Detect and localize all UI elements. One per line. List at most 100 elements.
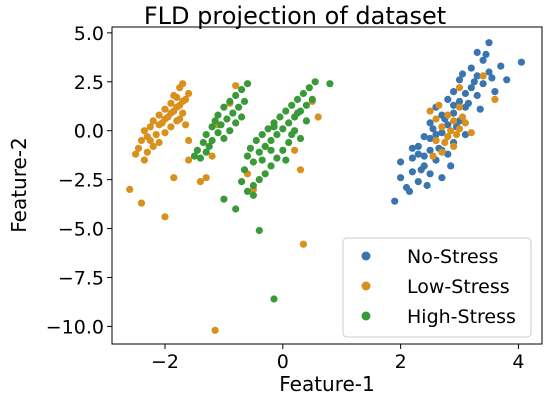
point-no-stress-12 xyxy=(426,119,434,127)
point-high-stress-72 xyxy=(288,131,296,139)
point-low-stress-75 xyxy=(441,138,449,147)
point-no-stress-60 xyxy=(420,152,428,160)
point-high-stress-30 xyxy=(255,148,263,156)
point-high-stress-73 xyxy=(293,109,302,117)
point-low-stress-37 xyxy=(167,109,175,117)
point-low-stress-73 xyxy=(455,84,464,92)
point-high-stress-4 xyxy=(202,148,210,156)
point-high-stress-65 xyxy=(255,226,263,235)
point-high-stress-60 xyxy=(267,146,275,154)
legend-box xyxy=(342,237,532,338)
point-high-stress-67 xyxy=(326,80,334,88)
point-no-stress-54 xyxy=(488,74,496,82)
point-low-stress-70 xyxy=(467,129,475,137)
point-high-stress-33 xyxy=(264,125,272,133)
y-tick-label-0: 5.0 xyxy=(74,23,104,45)
legend: No-Stress Low-Stress High-Stress xyxy=(342,237,532,338)
point-high-stress-34 xyxy=(267,136,275,145)
point-low-stress-79 xyxy=(435,101,443,109)
point-no-stress-41 xyxy=(517,58,526,66)
point-high-stress-39 xyxy=(282,107,290,115)
y-tick-label-2: 0.0 xyxy=(74,121,104,143)
point-low-stress-8 xyxy=(149,142,157,150)
point-low-stress-32 xyxy=(126,185,134,193)
point-no-stress-27 xyxy=(455,76,464,84)
point-low-stress-9 xyxy=(149,117,157,125)
point-no-stress-30 xyxy=(467,84,475,92)
point-high-stress-54 xyxy=(261,170,269,178)
point-high-stress-68 xyxy=(249,191,257,199)
point-no-stress-56 xyxy=(417,166,425,174)
point-low-stress-11 xyxy=(155,111,163,119)
legend-marker-low-stress xyxy=(361,281,371,291)
point-low-stress-7 xyxy=(146,123,154,131)
point-low-stress-35 xyxy=(155,121,163,129)
point-high-stress-23 xyxy=(238,113,246,121)
point-high-stress-12 xyxy=(217,121,225,129)
point-high-stress-28 xyxy=(249,158,257,166)
point-no-stress-29 xyxy=(461,131,469,139)
point-high-stress-13 xyxy=(220,103,228,111)
point-no-stress-57 xyxy=(426,134,434,143)
x-axis-label: Feature-1 xyxy=(279,372,375,396)
x-tick-label-1: 0 xyxy=(277,351,289,373)
point-low-stress-78 xyxy=(458,113,467,121)
point-high-stress-45 xyxy=(299,89,307,98)
point-low-stress-71 xyxy=(479,72,487,80)
point-low-stress-24 xyxy=(179,109,187,117)
point-high-stress-25 xyxy=(243,80,252,88)
point-low-stress-1 xyxy=(134,144,143,152)
point-no-stress-58 xyxy=(432,131,440,139)
point-low-stress-53 xyxy=(296,166,305,174)
point-high-stress-1 xyxy=(193,146,201,154)
point-high-stress-21 xyxy=(235,103,243,111)
point-low-stress-76 xyxy=(447,127,455,135)
point-low-stress-47 xyxy=(232,82,240,90)
point-no-stress-25 xyxy=(455,97,464,105)
point-high-stress-14 xyxy=(220,134,228,143)
point-high-stress-17 xyxy=(226,127,234,135)
point-no-stress-44 xyxy=(429,125,437,133)
point-high-stress-36 xyxy=(273,131,281,139)
point-low-stress-77 xyxy=(453,131,461,139)
point-no-stress-5 xyxy=(408,168,416,176)
point-high-stress-0 xyxy=(190,152,199,160)
point-high-stress-40 xyxy=(285,119,293,127)
point-no-stress-50 xyxy=(464,99,472,107)
point-low-stress-61 xyxy=(438,123,446,131)
point-high-stress-56 xyxy=(249,181,257,190)
point-high-stress-11 xyxy=(214,111,222,119)
legend-marker-no-stress xyxy=(361,251,371,261)
point-no-stress-19 xyxy=(444,95,452,103)
point-low-stress-52 xyxy=(314,113,322,121)
y-tick-label-6: −10.0 xyxy=(46,316,104,338)
point-high-stress-58 xyxy=(238,178,246,186)
point-high-stress-16 xyxy=(226,97,234,105)
point-no-stress-10 xyxy=(426,170,434,178)
point-low-stress-40 xyxy=(176,115,184,123)
point-high-stress-51 xyxy=(279,146,287,154)
point-high-stress-7 xyxy=(208,123,216,131)
point-low-stress-28 xyxy=(185,89,193,98)
point-high-stress-24 xyxy=(240,97,249,105)
point-no-stress-32 xyxy=(473,91,481,100)
point-no-stress-1 xyxy=(397,174,405,182)
data-points xyxy=(126,39,526,334)
point-no-stress-31 xyxy=(467,64,475,72)
x-tick-label-0: −2 xyxy=(151,351,179,373)
point-low-stress-15 xyxy=(161,129,169,137)
point-low-stress-6 xyxy=(143,148,151,156)
legend-label-high-stress: High-Stress xyxy=(407,306,516,328)
point-low-stress-49 xyxy=(291,146,299,154)
point-no-stress-11 xyxy=(426,146,434,154)
point-high-stress-52 xyxy=(273,154,281,162)
point-no-stress-6 xyxy=(414,142,422,150)
point-no-stress-49 xyxy=(458,70,467,78)
point-low-stress-12 xyxy=(155,138,163,147)
point-low-stress-31 xyxy=(161,213,169,221)
x-axis: −2 0 2 4 xyxy=(151,344,524,373)
y-tick-label-4: −5.0 xyxy=(58,219,104,241)
point-low-stress-74 xyxy=(429,152,437,160)
point-low-stress-58 xyxy=(426,107,434,115)
